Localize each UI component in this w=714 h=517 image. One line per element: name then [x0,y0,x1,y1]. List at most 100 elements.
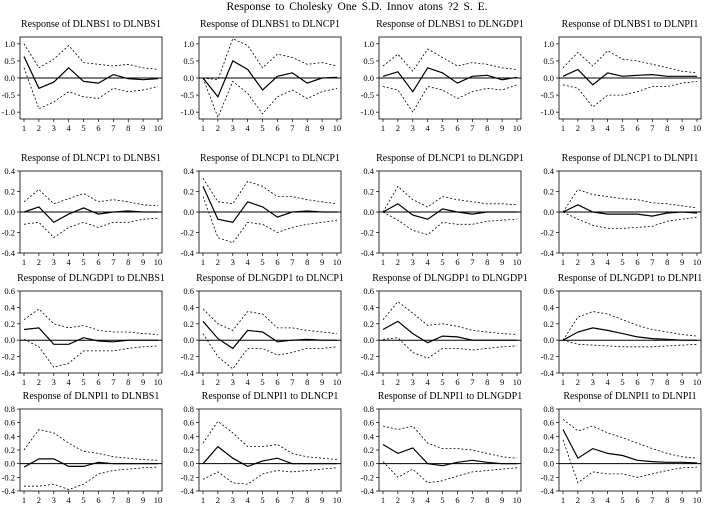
y-tick-label: 0.4 [183,431,194,441]
x-tick-label: 9 [141,257,145,267]
x-tick-label: 4 [606,257,611,267]
y-tick-label: 0.4 [363,431,374,441]
panel-title: Response of DLNGDP1 to DLNCP1 [196,273,344,284]
response-line [382,320,517,344]
x-tick-label: 8 [485,495,489,505]
y-tick-label: 0.6 [363,286,374,296]
x-tick-label: 1 [381,495,385,505]
x-tick-label: 7 [650,495,654,505]
x-tick-label: 7 [111,257,115,267]
y-tick-label: 0.5 [543,56,554,66]
y-tick-label: 0.0 [4,73,15,83]
x-tick-label: 7 [470,495,474,505]
x-tick-label: 10 [154,377,163,387]
y-tick-label: 0.2 [543,319,554,329]
irf-panel: Response of DLNPI1 to DLNGDP1 0.8 0.6 0.4 0.… [361,391,523,505]
irf-panel: Response of DLNCP1 to DLNPI1 0.4 0.2 0.0 -0.… [541,153,702,267]
upper-band-line [202,420,338,460]
x-tick-label: 1 [561,123,565,133]
y-tick-label: -0.2 [361,472,374,482]
figure-title: Response to Cholesky One S.D. Innov aton… [226,1,488,13]
y-tick-label: 0.5 [183,56,194,66]
x-tick-label: 9 [500,377,504,387]
x-tick-label: 2 [216,257,220,267]
y-tick-label: 0.4 [4,302,15,312]
response-line [562,327,697,341]
y-tick-label: -0.4 [181,486,195,496]
x-tick-label: 1 [201,257,205,267]
y-tick-label: 0.0 [543,335,554,345]
plot-frame [19,408,163,492]
x-tick-label: 6 [96,495,100,505]
panel-title: Response of DLNCP1 to DLNCP1 [200,153,340,164]
y-tick-label: -0.2 [2,228,15,238]
panel-title: Response of DLNPI1 to DLNCP1 [202,391,339,402]
x-tick-label: 9 [680,123,684,133]
irf-panel: Response of DLNPI1 to DLNBS1 0.8 0.6 0.4 0.2… [2,391,163,505]
response-line [562,204,698,217]
lower-band-line [202,77,338,119]
x-tick-label: 4 [246,495,251,505]
x-tick-label: 7 [650,123,654,133]
x-tick-label: 2 [37,123,41,133]
upper-band-line [382,301,518,335]
x-tick-label: 4 [426,377,431,387]
plot-frame [198,408,342,492]
irf-panel: Response of DLNPI1 to DLNCP1 0.8 0.6 0.4 0.2… [181,391,342,505]
irf-panel: Response of DLNCP1 to DLNCP1 0.4 0.2 0.0 -0.… [181,153,342,267]
x-tick-label: 2 [396,257,400,267]
x-tick-label: 7 [111,123,115,133]
panel-title: Response of DLNBS1 to DLNGDP1 [376,19,524,30]
x-tick-label: 5 [440,257,444,267]
y-tick-label: 0.2 [183,187,194,197]
panel-title: Response of DLNBS1 to DLNBS1 [21,19,161,30]
y-tick-label: 0.0 [363,335,374,345]
x-tick-label: 2 [37,495,41,505]
y-tick-label: -0.5 [541,90,554,100]
y-tick-label: 0.4 [363,302,374,312]
y-tick-label: -1.0 [541,107,554,117]
panel-title: Response of DLNGDP1 to DLNBS1 [17,273,165,284]
y-tick-label: 0.2 [363,319,374,329]
irf-panel: Response of DLNBS1 to DLNCP1 1.0 0.5 0.0 -0.… [181,19,342,133]
x-tick-label: 1 [22,377,26,387]
upper-band-line [382,425,518,459]
x-tick-label: 9 [500,495,504,505]
x-tick-label: 4 [426,123,431,133]
x-tick-label: 4 [67,257,72,267]
x-tick-label: 3 [231,123,235,133]
x-tick-label: 8 [305,377,309,387]
x-tick-label: 10 [333,257,342,267]
x-tick-label: 3 [411,377,415,387]
x-tick-label: 1 [22,495,26,505]
x-tick-label: 8 [305,257,309,267]
x-tick-label: 10 [693,495,702,505]
x-tick-label: 4 [606,377,611,387]
lower-band-line [562,339,698,348]
y-tick-label: 0.4 [183,166,194,176]
x-tick-label: 2 [396,495,400,505]
y-tick-label: 0.4 [543,431,554,441]
y-tick-label: 0.2 [543,445,554,455]
lower-band-line [24,466,159,491]
x-tick-label: 6 [635,123,639,133]
irf-panel: Response of DLNCP1 to DLNBS1 0.4 0.2 0.0 -0.… [2,153,163,267]
x-tick-label: 4 [246,123,251,133]
x-tick-label: 8 [665,495,669,505]
x-tick-label: 6 [275,257,279,267]
response-line [23,56,159,90]
x-tick-label: 9 [141,495,145,505]
x-tick-label: 7 [470,257,474,267]
irf-panel: Response of DLNPI1 to DLNPI1 0.8 0.6 0.4 0.2… [541,391,702,505]
x-tick-label: 10 [693,257,702,267]
x-tick-label: 2 [216,377,220,387]
x-tick-label: 8 [485,123,489,133]
lower-band-line [202,467,338,485]
x-tick-label: 1 [381,377,385,387]
x-tick-label: 9 [500,123,504,133]
y-tick-label: -0.2 [361,352,374,362]
x-tick-label: 7 [290,123,294,133]
response-line [202,186,337,223]
